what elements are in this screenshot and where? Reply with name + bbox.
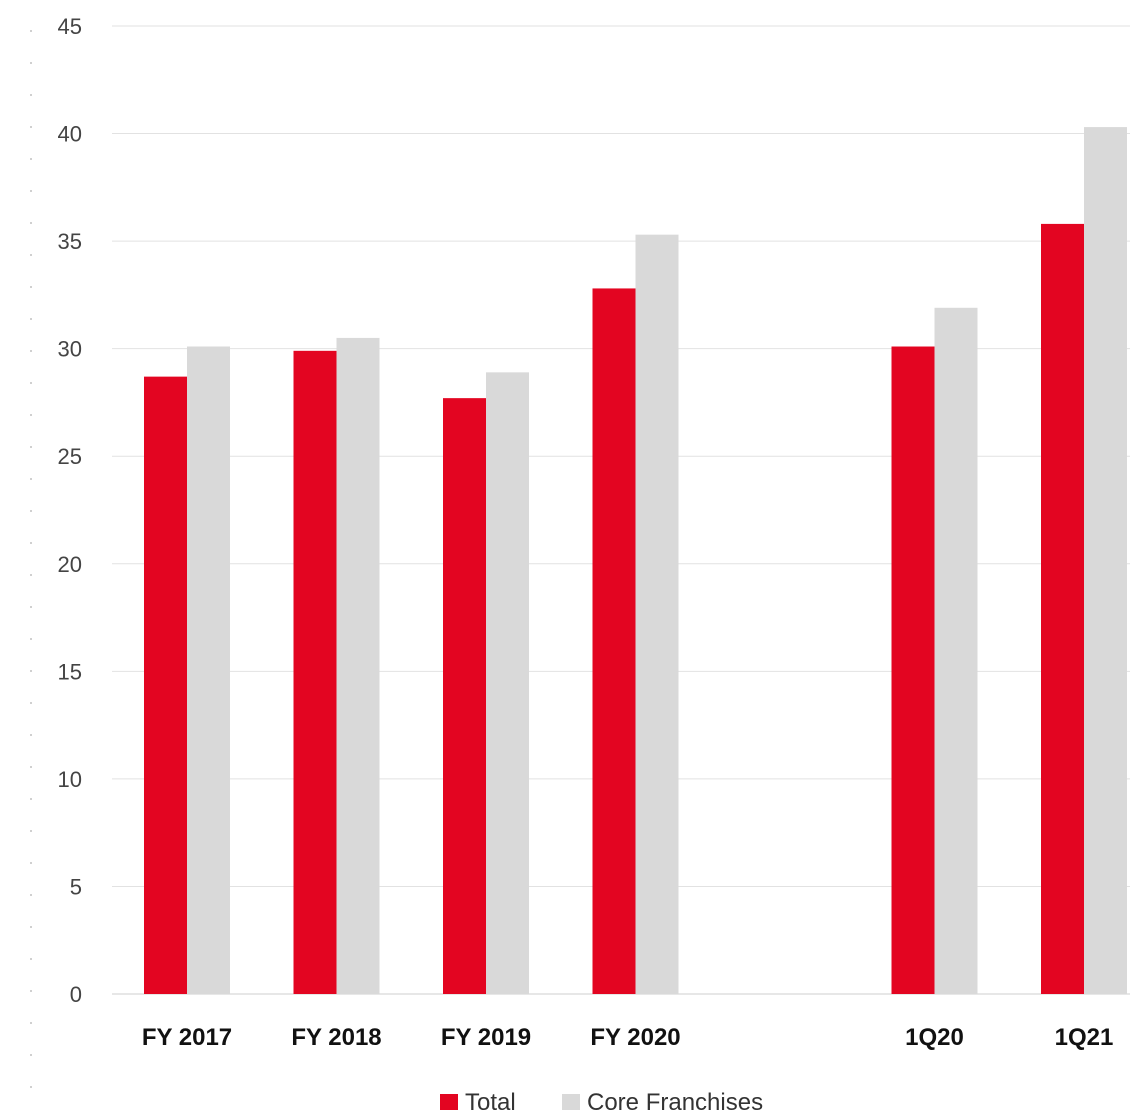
edge-dot bbox=[30, 510, 32, 512]
bar-core-franchises-1 bbox=[336, 337, 380, 994]
edge-dot bbox=[30, 542, 32, 544]
y-tick-label: 35 bbox=[58, 229, 82, 254]
x-tick-label: 1Q20 bbox=[905, 1024, 964, 1051]
edge-dot bbox=[30, 958, 32, 960]
edge-dot bbox=[30, 1022, 32, 1024]
edge-dot bbox=[30, 702, 32, 704]
edge-dot bbox=[30, 30, 32, 32]
left-edge-dots bbox=[30, 30, 32, 1088]
legend-swatch bbox=[562, 1094, 580, 1110]
x-axis: FY 2017 FY 2018 FY 2019 FY 2020 1Q20 1Q21 bbox=[142, 1024, 1114, 1051]
x-tick-label: 1Q21 bbox=[1055, 1024, 1114, 1051]
y-tick-label: 30 bbox=[58, 337, 82, 362]
bar-total-0 bbox=[144, 376, 187, 994]
y-tick-label: 45 bbox=[58, 14, 82, 39]
edge-dot bbox=[30, 766, 32, 768]
edge-dot bbox=[30, 318, 32, 320]
edge-dot bbox=[30, 94, 32, 96]
legend-label: Core Franchises bbox=[587, 1089, 763, 1110]
edge-dot bbox=[30, 1054, 32, 1056]
edge-dot bbox=[30, 222, 32, 224]
edge-dot bbox=[30, 254, 32, 256]
x-tick-label: FY 2017 bbox=[142, 1024, 232, 1051]
bar-core-franchises-6 bbox=[1084, 127, 1127, 994]
edge-dot bbox=[30, 190, 32, 192]
x-tick-label: FY 2019 bbox=[441, 1024, 531, 1051]
edge-dot bbox=[30, 382, 32, 384]
edge-dot bbox=[30, 830, 32, 832]
y-tick-label: 40 bbox=[58, 122, 82, 147]
bar-total-6 bbox=[1041, 223, 1084, 994]
legend-label: Total bbox=[465, 1089, 516, 1110]
edge-dot bbox=[30, 1086, 32, 1088]
edge-dot bbox=[30, 734, 32, 736]
bars bbox=[144, 127, 1127, 995]
bar-total-5 bbox=[891, 346, 935, 994]
edge-dot bbox=[30, 446, 32, 448]
edge-dot bbox=[30, 574, 32, 576]
edge-dot bbox=[30, 862, 32, 864]
edge-dot bbox=[30, 606, 32, 608]
legend-swatch bbox=[440, 1094, 458, 1110]
edge-dot bbox=[30, 638, 32, 640]
y-axis: 0 5 10 15 20 25 30 35 40 45 bbox=[58, 14, 82, 1007]
edge-dot bbox=[30, 126, 32, 128]
x-tick-label: FY 2020 bbox=[590, 1024, 680, 1051]
y-tick-label: 10 bbox=[58, 767, 82, 792]
edge-dot bbox=[30, 414, 32, 416]
y-tick-label: 20 bbox=[58, 552, 82, 577]
edge-dot bbox=[30, 990, 32, 992]
y-tick-label: 15 bbox=[58, 659, 82, 684]
bar-total-1 bbox=[293, 350, 337, 995]
edge-dot bbox=[30, 286, 32, 288]
bar-core-franchises-5 bbox=[934, 307, 978, 995]
y-tick-label: 25 bbox=[58, 444, 82, 469]
edge-dot bbox=[30, 670, 32, 672]
edge-dot bbox=[30, 62, 32, 64]
bar-core-franchises-3 bbox=[635, 234, 679, 994]
y-tick-label: 0 bbox=[70, 982, 82, 1007]
bar-total-3 bbox=[592, 288, 636, 994]
bar-core-franchises-2 bbox=[486, 372, 529, 995]
bar-core-franchises-0 bbox=[187, 346, 230, 994]
edge-dot bbox=[30, 478, 32, 480]
edge-dot bbox=[30, 798, 32, 800]
bar-total-2 bbox=[443, 398, 486, 994]
edge-dot bbox=[30, 158, 32, 160]
y-tick-label: 5 bbox=[70, 874, 82, 899]
edge-dot bbox=[30, 894, 32, 896]
edge-dot bbox=[30, 350, 32, 352]
x-tick-label: FY 2018 bbox=[291, 1024, 381, 1051]
edge-dot bbox=[30, 926, 32, 928]
legend: Total Core Franchises bbox=[440, 1089, 763, 1110]
